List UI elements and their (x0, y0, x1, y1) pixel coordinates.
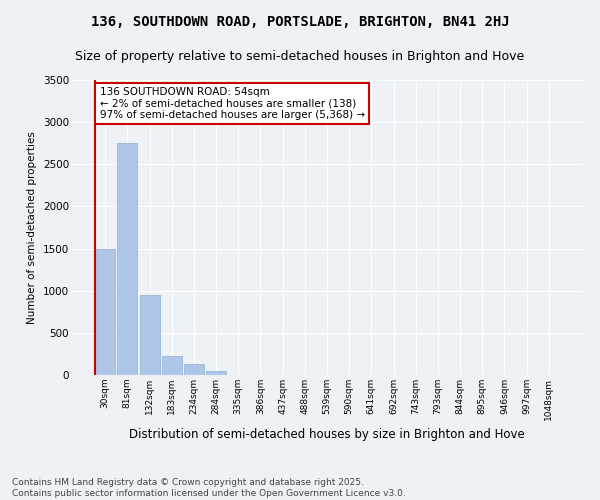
Bar (162, 356, 182, 375)
Bar (95, 248, 115, 375)
Text: 136 SOUTHDOWN ROAD: 54sqm
← 2% of semi-detached houses are smaller (138)
97% of : 136 SOUTHDOWN ROAD: 54sqm ← 2% of semi-d… (100, 86, 365, 120)
Bar (206, 371, 226, 375)
Text: Contains HM Land Registry data © Crown copyright and database right 2025.
Contai: Contains HM Land Registry data © Crown c… (12, 478, 406, 498)
Bar (184, 364, 204, 375)
Text: Size of property relative to semi-detached houses in Brighton and Hove: Size of property relative to semi-detach… (76, 50, 524, 63)
Bar (118, 143, 137, 375)
Text: 136, SOUTHDOWN ROAD, PORTSLADE, BRIGHTON, BN41 2HJ: 136, SOUTHDOWN ROAD, PORTSLADE, BRIGHTON… (91, 15, 509, 29)
Y-axis label: Number of semi-detached properties: Number of semi-detached properties (28, 131, 37, 324)
Bar (140, 295, 160, 375)
X-axis label: Distribution of semi-detached houses by size in Brighton and Hove: Distribution of semi-detached houses by … (129, 428, 525, 441)
